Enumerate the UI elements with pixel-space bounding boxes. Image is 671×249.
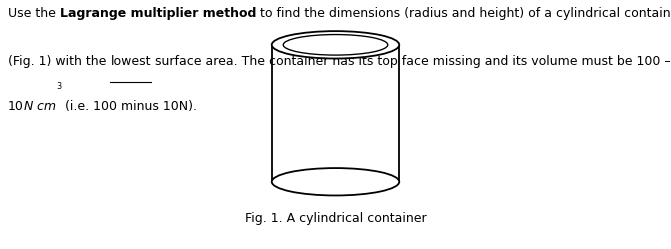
Text: Fig. 1. A cylindrical container: Fig. 1. A cylindrical container [245, 212, 426, 225]
Text: N: N [24, 100, 34, 113]
Ellipse shape [272, 31, 399, 59]
Text: (i.e. 100 minus 10N).: (i.e. 100 minus 10N). [62, 100, 197, 113]
Text: to find the dimensions (radius and height) of a cylindrical container: to find the dimensions (radius and heigh… [256, 7, 671, 20]
Text: Use the: Use the [8, 7, 60, 20]
Ellipse shape [272, 168, 399, 195]
Text: surface area. The container has its top face missing and its volume must be 100 : surface area. The container has its top … [151, 55, 670, 68]
Text: 10: 10 [8, 100, 24, 113]
Text: lowest: lowest [111, 55, 151, 68]
Text: Lagrange multiplier method: Lagrange multiplier method [60, 7, 256, 20]
Text: cm: cm [34, 100, 56, 113]
Bar [272, 45, 399, 182]
Text: (Fig. 1) with the: (Fig. 1) with the [8, 55, 111, 68]
Text: 3: 3 [56, 82, 62, 91]
